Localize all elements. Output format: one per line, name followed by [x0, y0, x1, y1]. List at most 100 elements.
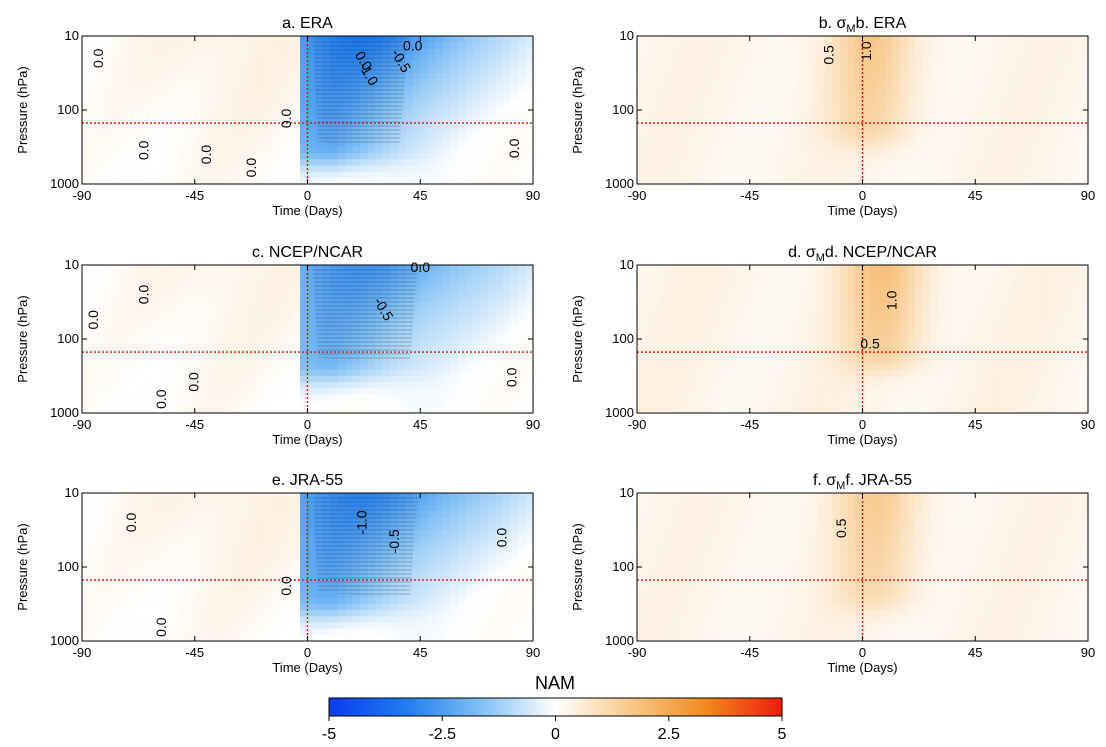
- heatmap-cell: [307, 406, 316, 414]
- heatmap-cell: [224, 97, 233, 105]
- heatmap-cell: [517, 177, 527, 185]
- heatmap-cell: [922, 177, 931, 185]
- heatmap-cell: [82, 165, 91, 173]
- heatmap-cell: [787, 376, 796, 383]
- heatmap-cell: [487, 271, 497, 278]
- heatmap-cell: [104, 265, 113, 272]
- heatmap-cell: [112, 302, 121, 309]
- heatmap-cell: [757, 60, 766, 68]
- heatmap-cell: [764, 314, 773, 322]
- heatmap-cell: [960, 147, 969, 154]
- heatmap-cell: [239, 388, 248, 396]
- heatmap-cell: [1065, 140, 1074, 148]
- heatmap-cell: [900, 79, 909, 86]
- heatmap-cell: [937, 147, 946, 154]
- heatmap-cell: [719, 48, 728, 56]
- heatmap-cell: [142, 400, 151, 408]
- heatmap-cell: [292, 140, 301, 148]
- heatmap-cell: [1080, 54, 1089, 62]
- heatmap-cell: [517, 400, 527, 408]
- heatmap-cell: [1020, 85, 1029, 93]
- heatmap-cell: [704, 134, 713, 142]
- heatmap-cell: [284, 406, 294, 414]
- heatmap-cell: [450, 394, 459, 402]
- heatmap-cell: [405, 54, 414, 62]
- heatmap-cell: [1020, 97, 1029, 105]
- heatmap-cell: [179, 314, 188, 322]
- heatmap-cell: [315, 406, 324, 414]
- heatmap-cell: [674, 140, 683, 148]
- heatmap-cell: [502, 363, 512, 371]
- heatmap-cell: [659, 302, 668, 309]
- heatmap-cell: [202, 48, 211, 56]
- heatmap-cell: [915, 97, 924, 105]
- heatmap-cell: [1020, 147, 1029, 154]
- heatmap-cell: [292, 314, 301, 322]
- heatmap-cell: [420, 363, 429, 371]
- heatmap-cell: [779, 36, 788, 43]
- sigma-symbol: σ: [837, 15, 847, 32]
- heatmap-cell: [704, 382, 713, 389]
- heatmap-cell: [652, 308, 661, 315]
- heatmap-cell: [817, 110, 826, 117]
- heatmap-cell: [119, 103, 128, 111]
- heatmap-cell: [239, 116, 248, 123]
- heatmap-cell: [907, 177, 916, 185]
- heatmap-cell: [794, 122, 803, 130]
- heatmap-cell: [465, 357, 474, 365]
- heatmap-cell: [450, 122, 459, 130]
- heatmap-cell: [779, 339, 788, 346]
- heatmap-cell: [1035, 85, 1044, 93]
- heatmap-cell: [82, 320, 91, 328]
- heatmap-cell: [299, 283, 309, 291]
- heatmap-cell: [937, 73, 946, 80]
- heatmap-cell: [764, 265, 773, 272]
- heatmap-cell: [89, 116, 98, 123]
- heatmap-cell: [322, 363, 331, 371]
- heatmap-cell: [952, 85, 961, 93]
- heatmap-cell: [1072, 128, 1082, 136]
- heatmap-cell: [412, 369, 421, 377]
- heatmap-cell: [224, 376, 233, 383]
- heatmap-cell: [292, 60, 301, 68]
- heatmap-cell: [149, 277, 158, 285]
- heatmap-cell: [952, 66, 961, 74]
- heatmap-cell: [465, 382, 474, 389]
- heatmap-cell: [1050, 140, 1059, 148]
- heatmap-cell: [839, 36, 849, 43]
- heatmap-cell: [284, 351, 294, 359]
- heatmap-cell: [97, 140, 106, 148]
- heatmap-cell: [427, 97, 436, 105]
- heatmap-cell: [187, 351, 196, 359]
- heatmap-cell: [119, 289, 128, 297]
- heatmap-cell: [772, 159, 781, 167]
- heatmap-cell: [1012, 103, 1021, 111]
- heatmap-cell: [495, 128, 504, 136]
- heatmap-cell: [209, 357, 218, 365]
- heatmap-cell: [465, 66, 474, 74]
- heatmap-cell: [1080, 85, 1089, 93]
- heatmap-cell: [794, 277, 803, 285]
- heatmap-cell: [89, 159, 98, 167]
- heatmap-cell: [824, 79, 834, 86]
- heatmap-cell: [1005, 147, 1014, 154]
- heatmap-cell: [937, 140, 946, 148]
- heatmap-cell: [764, 42, 773, 49]
- heatmap-cell: [187, 97, 196, 105]
- heatmap-cell: [450, 54, 459, 62]
- heatmap-cell: [659, 283, 668, 291]
- heatmap-cell: [885, 147, 894, 154]
- heatmap-cell: [659, 400, 668, 408]
- heatmap-cell: [712, 283, 721, 291]
- heatmap-cell: [502, 382, 512, 389]
- heatmap-cell: [667, 177, 676, 185]
- heatmap-cell: [1072, 165, 1082, 173]
- heatmap-cell: [674, 116, 683, 123]
- heatmap-cell: [239, 165, 248, 173]
- heatmap-cell: [172, 326, 181, 334]
- heatmap-cell: [712, 320, 721, 328]
- heatmap-cell: [779, 394, 788, 402]
- heatmap-cell: [847, 54, 856, 62]
- heatmap-cell: [292, 394, 301, 402]
- heatmap-cell: [742, 85, 751, 93]
